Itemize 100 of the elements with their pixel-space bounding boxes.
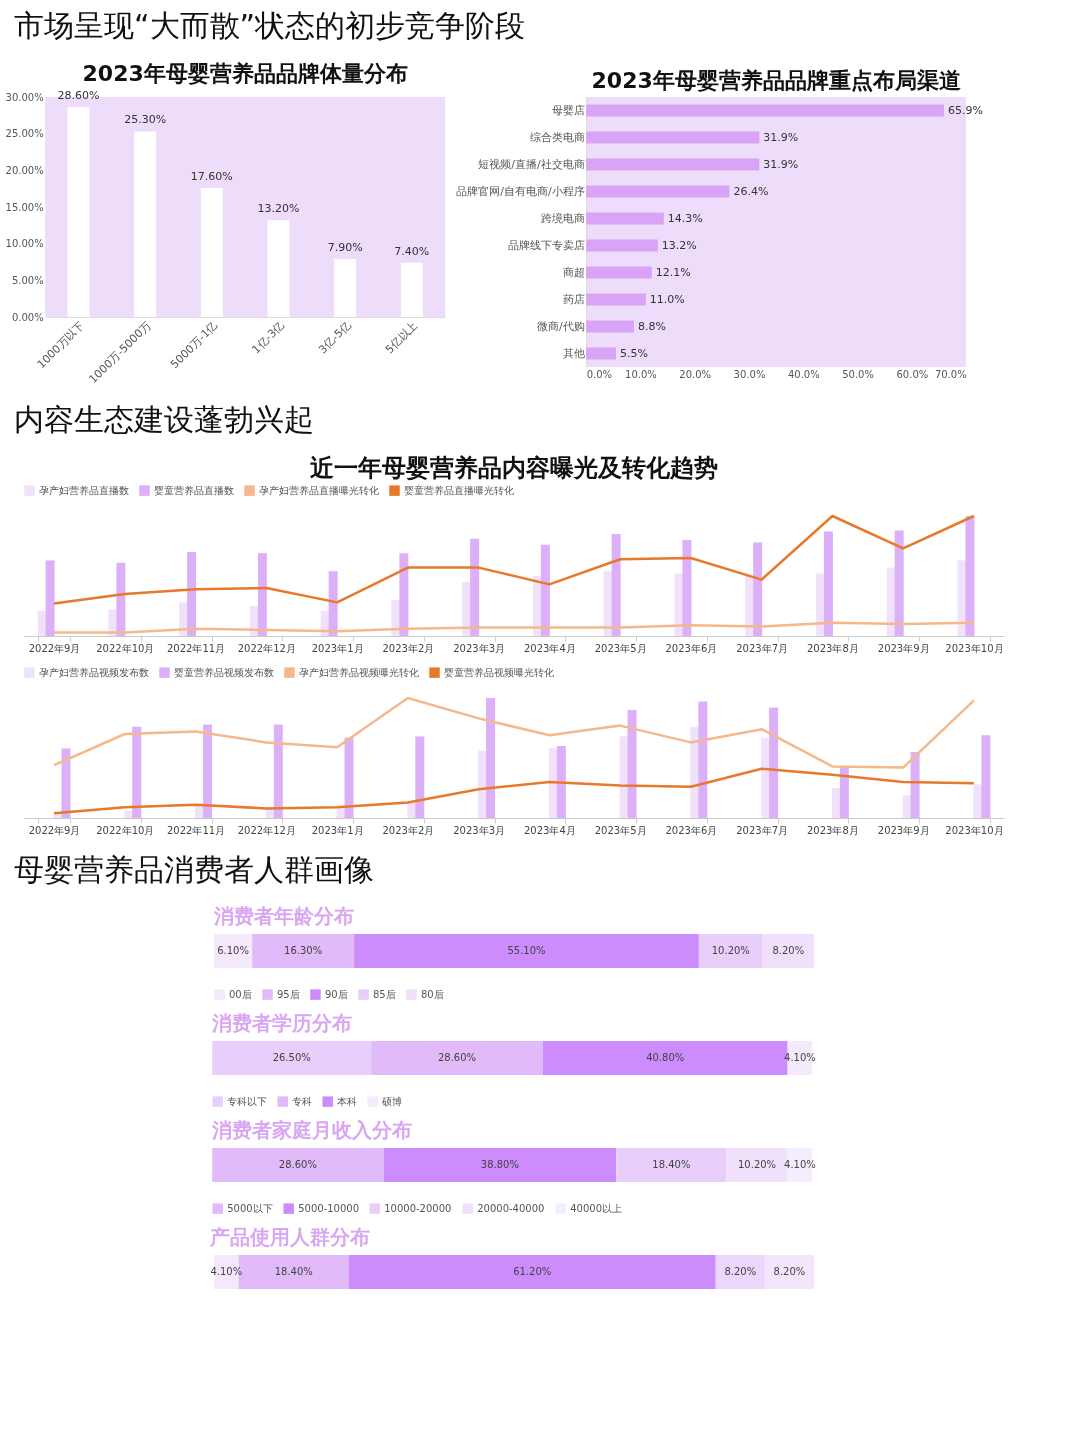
x-tick-label: 20.0% <box>679 368 712 380</box>
text: 5000以下 <box>227 1202 273 1214</box>
data-label: 55.10% <box>507 945 546 956</box>
x-tick-label: 2022年9月 <box>28 824 81 836</box>
legend-label: 婴童营养品视频发布数 <box>174 666 274 678</box>
data-label: 38.80% <box>480 1159 519 1170</box>
data-label: 14.3% <box>667 211 703 225</box>
legend-label: 孕产妇营养品视频曝光转化 <box>299 666 419 678</box>
legend-label: 85后 <box>373 988 396 1000</box>
text: 市场呈现“大而散”状态的初步竞争阶段 <box>14 8 526 43</box>
data-label: 11.0% <box>649 292 685 306</box>
legend-label: 90后 <box>325 988 348 1000</box>
y-tick-label: 母婴店 <box>551 103 585 117</box>
x-tick-label: 2022年11月 <box>166 824 226 836</box>
legend-label: 本科 <box>337 1095 358 1107</box>
x-tick-label: 2022年12月 <box>237 642 296 654</box>
y-tick-label: 10.00% <box>5 238 44 250</box>
y-tick-label: 25.00% <box>5 128 44 140</box>
legend-label: 孕产妇营养品直播曝光转化 <box>259 484 379 496</box>
y-tick-label: 0.00% <box>11 311 44 323</box>
x-tick-label: 2022年9月 <box>28 642 81 654</box>
x-tick-label: 2022年12月 <box>237 824 296 836</box>
x-tick-label: 2023年5月 <box>594 642 647 654</box>
x-tick-label: 2022年10月 <box>96 642 155 654</box>
y-tick-label: 其他 <box>562 346 585 360</box>
data-label: 18.40% <box>274 1266 313 1277</box>
data-label: 13.20% <box>257 202 300 216</box>
y-tick-label: 5.00% <box>11 274 44 286</box>
data-label: 26.4% <box>733 184 769 198</box>
x-tick-label: 2023年1月 <box>311 824 364 836</box>
data-label: 40.80% <box>646 1052 685 1063</box>
y-tick-label: 品牌线下专卖店 <box>507 238 585 252</box>
legend-label: 40000以上 <box>570 1202 623 1214</box>
x-tick-label: 2023年4月 <box>523 824 576 836</box>
x-tick-label: 2023年1月 <box>311 642 364 654</box>
x-tick-label: 30.0% <box>733 368 766 380</box>
data-label: 7.40% <box>394 244 430 258</box>
y-tick-label: 15.00% <box>5 201 44 213</box>
x-tick-label: 40.0% <box>787 368 820 380</box>
data-label: 25.30% <box>124 113 167 127</box>
data-label: 31.9% <box>763 130 799 144</box>
data-label: 28.60% <box>437 1052 477 1063</box>
legend-label: 95后 <box>277 988 300 1000</box>
data-label: 17.60% <box>190 169 233 183</box>
data-label: 5.5% <box>620 346 648 360</box>
chart-title: 消费者家庭月收入分布 <box>211 1118 413 1142</box>
chart-title: 近一年母婴营养品内容曝光及转化趋势 <box>310 454 718 482</box>
x-tick-label: 0.0% <box>586 368 613 380</box>
text: 母婴营养品消费者人群画像 <box>14 852 374 887</box>
x-tick-label: 2023年9月 <box>877 642 930 654</box>
data-label: 8.20% <box>724 1266 757 1277</box>
x-tick-label: 1亿-3亿 <box>249 318 287 357</box>
x-tick-label: 2023年8月 <box>807 824 859 836</box>
x-tick-label: 5亿以上 <box>382 318 421 357</box>
data-label: 28.60% <box>278 1159 317 1170</box>
data-label: 6.10% <box>217 945 249 956</box>
data-label: 10.20% <box>737 1159 777 1170</box>
y-tick-label: 30.00% <box>5 91 44 103</box>
data-label: 4.10% <box>784 1052 816 1063</box>
x-tick-label: 2023年3月 <box>453 824 506 836</box>
data-label: 12.1% <box>655 265 691 279</box>
y-tick-label: 综合类电商 <box>529 130 585 144</box>
data-label: 4.10% <box>784 1159 816 1170</box>
data-label: 10.20% <box>711 945 750 956</box>
legend-label: 孕产妇营养品视频发布数 <box>39 666 149 678</box>
legend-label: 80后 <box>421 988 444 1000</box>
x-tick-label: 2022年10月 <box>96 824 155 836</box>
x-tick-label: 2023年5月 <box>594 824 647 836</box>
chart-title: 消费者年龄分布 <box>213 904 354 928</box>
chart-title: 消费者学历分布 <box>211 1011 353 1035</box>
chart-title: 2023年母婴营养品品牌重点布局渠道 <box>591 68 961 93</box>
chart-title: 2023年母婴营养品品牌体量分布 <box>82 61 408 87</box>
y-tick-label: 20.00% <box>5 164 44 176</box>
x-tick-label: 3亿-5亿 <box>316 318 354 357</box>
text: 内容生态建设蓬勃兴起 <box>14 402 314 437</box>
x-tick-label: 2023年4月 <box>523 642 576 654</box>
x-tick-label: 2023年10月 <box>945 824 1004 836</box>
data-label: 26.50% <box>272 1052 311 1063</box>
data-label: 65.9% <box>947 103 983 117</box>
x-tick-label: 2023年8月 <box>807 642 859 654</box>
data-label: 13.2% <box>661 238 697 252</box>
data-label: 8.20% <box>772 945 805 956</box>
legend-label: 20000-40000 <box>477 1202 545 1214</box>
data-label: 4.10% <box>210 1266 243 1277</box>
y-tick-label: 商超 <box>562 265 585 279</box>
data-label: 8.8% <box>637 319 666 333</box>
legend-label: 10000-20000 <box>384 1202 452 1214</box>
legend-label: 专科以下 <box>227 1095 268 1107</box>
legend-label: 婴童营养品直播曝光转化 <box>404 484 514 496</box>
legend-label: 婴童营养品视频曝光转化 <box>444 666 554 678</box>
x-tick-label: 2023年7月 <box>736 642 789 654</box>
x-tick-label: 10.0% <box>625 368 657 380</box>
legend-label: 00后 <box>229 988 252 1000</box>
y-tick-label: 品牌官网/自有电商/小程序 <box>456 184 585 198</box>
x-tick-label: 2023年7月 <box>736 824 789 836</box>
data-label: 7.90% <box>327 241 363 255</box>
data-label: 8.20% <box>773 1266 806 1277</box>
x-tick-label: 2022年11月 <box>166 642 226 654</box>
data-label: 31.9% <box>763 157 799 171</box>
data-label: 16.30% <box>284 945 323 956</box>
